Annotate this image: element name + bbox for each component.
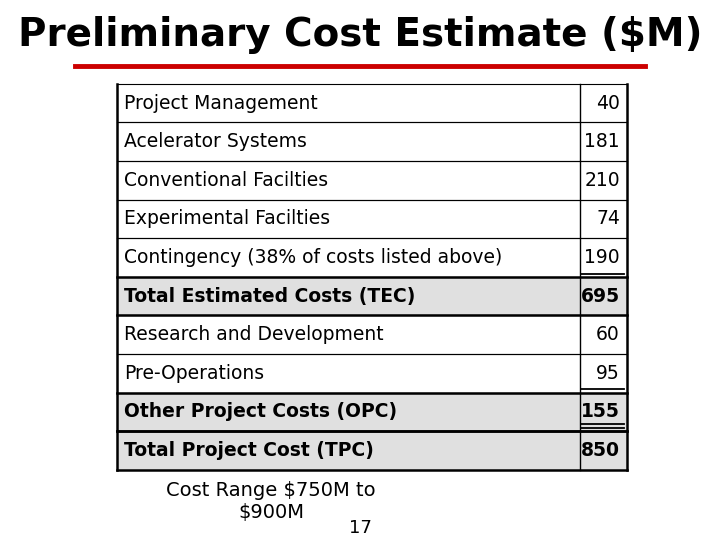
Text: Other Project Costs (OPC): Other Project Costs (OPC): [124, 402, 397, 421]
Bar: [117, 161, 627, 200]
Text: 695: 695: [581, 287, 620, 306]
Text: Cost Range $750M to
$900M: Cost Range $750M to $900M: [166, 481, 376, 522]
Text: 95: 95: [596, 364, 620, 383]
Text: 40: 40: [596, 93, 620, 112]
Bar: [117, 238, 627, 277]
Text: Total Estimated Costs (TEC): Total Estimated Costs (TEC): [124, 287, 415, 306]
Bar: [117, 315, 627, 354]
Text: Conventional Facilties: Conventional Facilties: [124, 171, 328, 190]
Text: Pre-Operations: Pre-Operations: [124, 364, 264, 383]
Text: 74: 74: [596, 210, 620, 228]
Text: Project Management: Project Management: [124, 93, 318, 112]
Text: 210: 210: [585, 171, 620, 190]
Text: 17: 17: [348, 519, 372, 537]
Bar: [117, 199, 627, 238]
Bar: [117, 431, 627, 470]
Text: 60: 60: [596, 325, 620, 344]
Text: Contingency (38% of costs listed above): Contingency (38% of costs listed above): [124, 248, 502, 267]
Text: 155: 155: [581, 402, 620, 421]
Bar: [117, 122, 627, 161]
Bar: [117, 276, 627, 315]
Text: Total Project Cost (TPC): Total Project Cost (TPC): [124, 441, 374, 460]
Text: Research and Development: Research and Development: [124, 325, 384, 344]
Text: Acelerator Systems: Acelerator Systems: [124, 132, 307, 151]
Bar: [117, 393, 627, 431]
Text: 190: 190: [585, 248, 620, 267]
Bar: [117, 84, 627, 122]
Text: 181: 181: [585, 132, 620, 151]
Bar: [117, 354, 627, 393]
Text: Preliminary Cost Estimate ($M): Preliminary Cost Estimate ($M): [18, 16, 702, 54]
Text: Experimental Facilties: Experimental Facilties: [124, 210, 330, 228]
Text: 850: 850: [581, 441, 620, 460]
